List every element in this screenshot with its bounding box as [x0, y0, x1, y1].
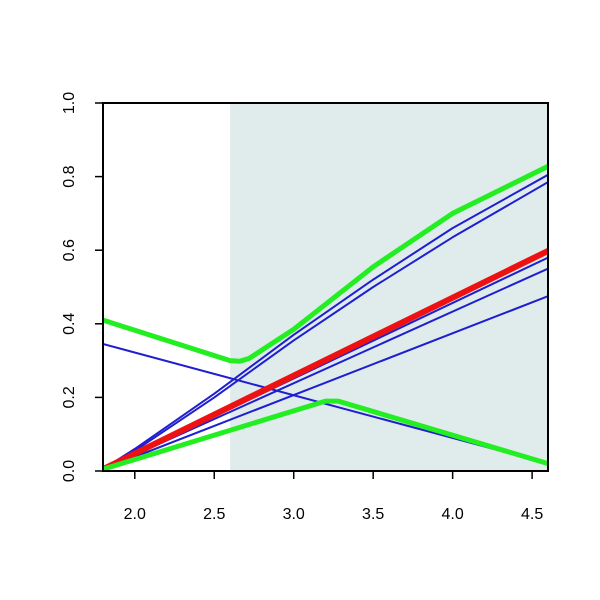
- x-tick-label: 4.5: [521, 506, 543, 523]
- x-tick-label: 3.0: [283, 506, 305, 523]
- series-layer: [103, 163, 548, 471]
- y-tick-label: 0.4: [61, 313, 78, 335]
- y-tick-label: 0.2: [61, 386, 78, 408]
- series-line-2-blue: [103, 173, 548, 471]
- series-line-8-green: [103, 398, 548, 471]
- shaded-region: [230, 103, 548, 471]
- series-line-6-red: [103, 247, 548, 471]
- series-line-5-blue: [103, 295, 548, 471]
- plot-area: [230, 103, 548, 471]
- x-tick-label: 2.5: [203, 506, 225, 523]
- y-tick-label: 0.6: [61, 239, 78, 261]
- y-axis: 0.0 0.2 0.4 0.6 0.8 1.0: [61, 92, 103, 482]
- y-tick-label: 0.0: [61, 460, 78, 482]
- x-tick-label: 2.0: [124, 506, 146, 523]
- plot-frame: [102, 102, 549, 472]
- x-tick-label: 3.5: [362, 506, 384, 523]
- x-axis: 2.0 2.5 3.0 3.5 4.0 4.5: [124, 471, 543, 523]
- y-tick-label: 1.0: [61, 92, 78, 114]
- x-tick-label: 4.0: [442, 506, 464, 523]
- y-tick-label: 0.8: [61, 165, 78, 187]
- series-line-7-green: [103, 163, 548, 364]
